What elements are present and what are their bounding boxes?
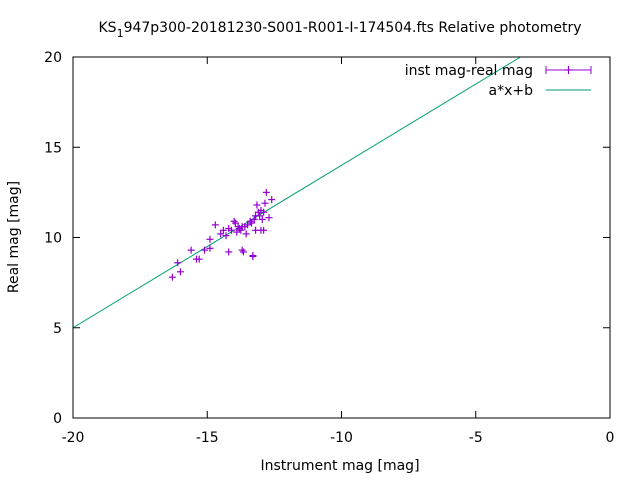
x-tick-label: -15 xyxy=(196,430,219,446)
x-tick-label: 0 xyxy=(606,430,615,446)
data-point xyxy=(268,196,276,204)
data-point xyxy=(256,212,264,220)
data-point xyxy=(262,188,270,196)
chart-title-prefix: KS xyxy=(99,20,117,36)
data-point xyxy=(176,268,184,276)
data-point xyxy=(249,252,257,260)
data-point xyxy=(174,259,182,267)
x-tick-label: -10 xyxy=(330,430,353,446)
data-point xyxy=(219,226,227,234)
data-point xyxy=(244,221,252,229)
data-point xyxy=(250,215,258,223)
tick-labels: -20 -15 -10 -5 0 0 5 10 15 20 xyxy=(44,50,614,446)
fit-line-layer xyxy=(72,56,521,329)
chart-title: KS1947p300-20181230-S001-R001-I-174504.f… xyxy=(99,20,582,40)
data-point xyxy=(231,219,239,227)
x-tick-label: -5 xyxy=(469,430,483,446)
x-tick-label: -20 xyxy=(62,430,85,446)
y-axis-label: Real mag [mag] xyxy=(6,181,22,293)
legend-swatch-points xyxy=(545,66,592,74)
legend: inst mag-real mag a*x+b xyxy=(405,63,592,99)
data-point xyxy=(225,248,233,256)
data-point xyxy=(168,273,176,281)
data-points xyxy=(168,188,276,281)
fit-line xyxy=(72,56,521,329)
y-tick-label: 15 xyxy=(44,140,62,156)
y-tick-label: 0 xyxy=(53,411,62,427)
data-point xyxy=(233,228,241,236)
legend-label-points: inst mag-real mag xyxy=(405,63,533,79)
data-point xyxy=(222,232,230,240)
data-point xyxy=(201,246,209,254)
data-point xyxy=(242,230,250,238)
data-point xyxy=(258,215,266,223)
tick-marks xyxy=(72,56,611,419)
data-point xyxy=(261,199,269,207)
data-point xyxy=(237,226,245,234)
data-point xyxy=(217,230,225,238)
data-point xyxy=(260,208,268,216)
plot-frame xyxy=(72,56,611,419)
data-point xyxy=(206,244,214,252)
data-point xyxy=(227,226,235,234)
y-tick-label: 20 xyxy=(44,50,62,66)
data-point xyxy=(248,219,256,227)
data-point xyxy=(265,214,273,222)
data-point xyxy=(211,221,219,229)
legend-label-fit: a*x+b xyxy=(489,83,534,99)
y-tick-label: 10 xyxy=(44,231,62,247)
data-point xyxy=(238,246,246,254)
chart-title-suffix: 947p300-20181230-S001-R001-I-174504.fts … xyxy=(124,20,582,36)
chart-title-subscript: 1 xyxy=(117,27,124,40)
data-point xyxy=(260,226,268,234)
data-point xyxy=(195,255,203,263)
y-tick-label: 5 xyxy=(53,321,62,337)
data-point xyxy=(187,246,195,254)
data-point xyxy=(206,235,214,243)
x-axis-label: Instrument mag [mag] xyxy=(260,458,419,474)
data-point xyxy=(239,248,247,256)
data-point xyxy=(230,217,238,225)
data-point xyxy=(253,201,261,209)
